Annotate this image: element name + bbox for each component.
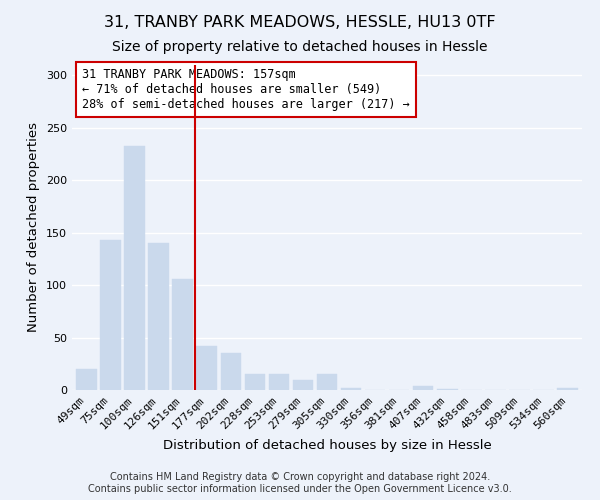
Bar — [269, 374, 289, 390]
Bar — [317, 374, 337, 390]
Bar — [172, 279, 193, 390]
Bar — [293, 380, 313, 390]
Text: Contains HM Land Registry data © Crown copyright and database right 2024.
Contai: Contains HM Land Registry data © Crown c… — [88, 472, 512, 494]
Text: 31, TRANBY PARK MEADOWS, HESSLE, HU13 0TF: 31, TRANBY PARK MEADOWS, HESSLE, HU13 0T… — [104, 15, 496, 30]
Bar — [221, 354, 241, 390]
Text: 31 TRANBY PARK MEADOWS: 157sqm
← 71% of detached houses are smaller (549)
28% of: 31 TRANBY PARK MEADOWS: 157sqm ← 71% of … — [82, 68, 410, 112]
Y-axis label: Number of detached properties: Number of detached properties — [28, 122, 40, 332]
X-axis label: Distribution of detached houses by size in Hessle: Distribution of detached houses by size … — [163, 439, 491, 452]
Bar — [76, 369, 97, 390]
Bar — [341, 388, 361, 390]
Bar — [100, 240, 121, 390]
Bar — [557, 388, 578, 390]
Bar — [437, 389, 458, 390]
Bar — [413, 386, 433, 390]
Bar — [148, 243, 169, 390]
Bar — [124, 146, 145, 390]
Bar — [196, 346, 217, 390]
Text: Size of property relative to detached houses in Hessle: Size of property relative to detached ho… — [112, 40, 488, 54]
Bar — [245, 374, 265, 390]
